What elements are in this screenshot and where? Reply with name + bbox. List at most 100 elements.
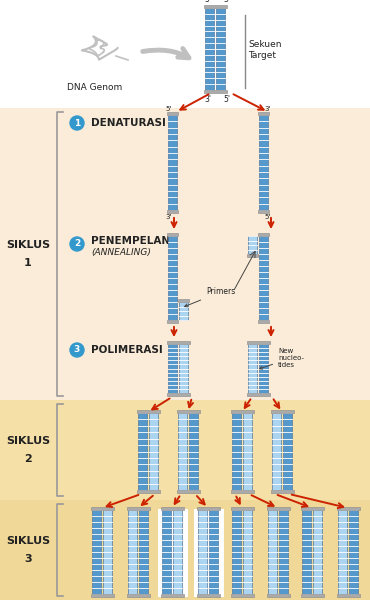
Text: 5': 5': [265, 214, 271, 220]
Bar: [162, 510, 171, 594]
Bar: [158, 509, 188, 597]
Bar: [248, 236, 257, 254]
Bar: [189, 413, 198, 490]
Bar: [205, 8, 214, 90]
Bar: [204, 90, 227, 93]
Bar: [231, 410, 254, 413]
Text: SIKLUS: SIKLUS: [6, 536, 50, 546]
Bar: [349, 510, 358, 594]
Bar: [139, 510, 148, 594]
Text: 3': 3': [205, 95, 212, 104]
Bar: [248, 344, 257, 393]
Bar: [0, 400, 370, 500]
Text: (ANNEALING): (ANNEALING): [91, 248, 151, 257]
Bar: [259, 115, 268, 210]
Bar: [243, 413, 252, 490]
Bar: [0, 500, 370, 600]
Bar: [167, 210, 178, 213]
Bar: [302, 510, 311, 594]
Bar: [103, 510, 112, 594]
Bar: [313, 510, 322, 594]
Bar: [198, 510, 207, 594]
Text: DENATURASI: DENATURASI: [91, 118, 166, 128]
Bar: [258, 112, 269, 115]
Bar: [258, 233, 269, 236]
Bar: [168, 236, 177, 320]
Bar: [168, 115, 177, 210]
Bar: [259, 236, 268, 320]
Text: SIKLUS: SIKLUS: [6, 240, 50, 250]
Bar: [179, 344, 188, 393]
Bar: [138, 413, 147, 490]
Text: 3: 3: [74, 346, 80, 355]
Bar: [209, 510, 218, 594]
Circle shape: [70, 237, 84, 251]
Text: PENEMPELAN: PENEMPELAN: [91, 236, 170, 246]
Bar: [267, 594, 290, 597]
Bar: [232, 510, 241, 594]
Bar: [231, 490, 254, 493]
Bar: [258, 320, 269, 323]
Bar: [247, 341, 270, 344]
Bar: [271, 490, 294, 493]
Bar: [301, 594, 324, 597]
Bar: [161, 594, 184, 597]
Bar: [259, 344, 268, 393]
Bar: [204, 5, 227, 8]
Bar: [337, 507, 360, 510]
Bar: [137, 410, 160, 413]
Bar: [178, 299, 189, 302]
Text: Sekuen
Target: Sekuen Target: [248, 40, 282, 60]
Bar: [216, 8, 225, 90]
Text: SIKLUS: SIKLUS: [6, 436, 50, 446]
Bar: [178, 413, 187, 490]
Text: 3': 3': [223, 0, 231, 4]
Bar: [161, 507, 184, 510]
Text: 5': 5': [205, 0, 212, 4]
Bar: [338, 510, 347, 594]
Bar: [149, 413, 158, 490]
Bar: [173, 510, 182, 594]
Bar: [231, 507, 254, 510]
Text: 5': 5': [223, 95, 231, 104]
Bar: [167, 393, 190, 396]
Bar: [231, 594, 254, 597]
Bar: [232, 413, 241, 490]
Text: 2: 2: [74, 239, 80, 248]
Bar: [168, 344, 177, 393]
Bar: [127, 594, 150, 597]
Text: POLIMERASI: POLIMERASI: [91, 345, 163, 355]
Bar: [91, 507, 114, 510]
Text: Primers: Primers: [185, 287, 235, 307]
Bar: [247, 254, 258, 257]
Bar: [137, 490, 160, 493]
Bar: [258, 210, 269, 213]
Bar: [243, 510, 252, 594]
Bar: [179, 302, 188, 320]
Text: 3': 3': [165, 214, 171, 220]
Bar: [279, 510, 288, 594]
Bar: [177, 490, 200, 493]
Bar: [271, 410, 294, 413]
Bar: [127, 507, 150, 510]
Text: 5': 5': [165, 106, 171, 112]
Bar: [167, 320, 178, 323]
Bar: [92, 510, 101, 594]
Circle shape: [70, 343, 84, 357]
Text: 3: 3: [24, 554, 32, 564]
Bar: [301, 507, 324, 510]
Bar: [167, 112, 178, 115]
Bar: [177, 410, 200, 413]
Text: DNA Genom: DNA Genom: [67, 83, 122, 92]
Bar: [128, 510, 137, 594]
Bar: [268, 510, 277, 594]
Bar: [337, 594, 360, 597]
Text: 2: 2: [24, 454, 32, 464]
Text: 1: 1: [74, 118, 80, 127]
Bar: [283, 413, 292, 490]
Bar: [267, 507, 290, 510]
Bar: [272, 413, 281, 490]
Bar: [197, 594, 220, 597]
Bar: [91, 594, 114, 597]
Text: 3': 3': [265, 106, 271, 112]
